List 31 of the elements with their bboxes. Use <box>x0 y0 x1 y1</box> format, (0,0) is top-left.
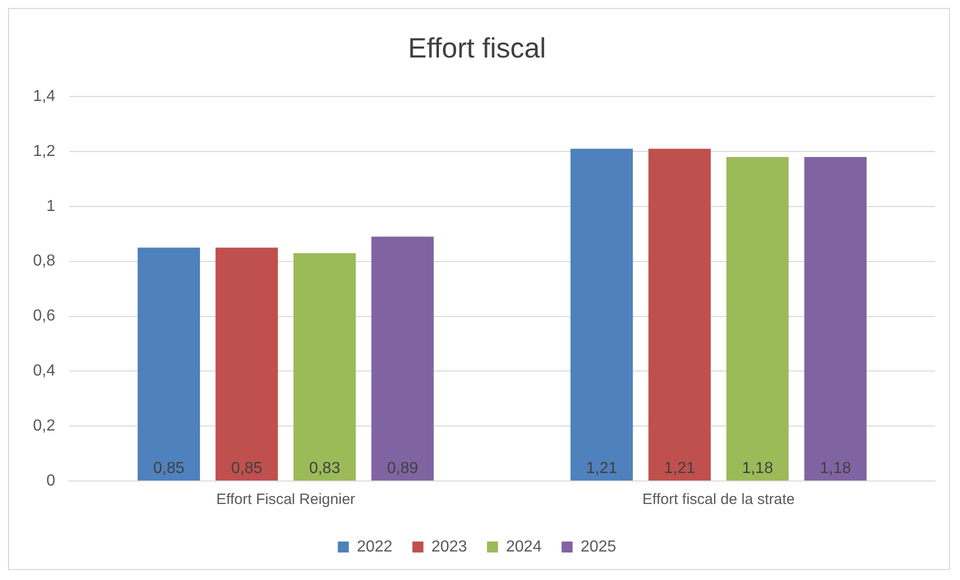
bar <box>138 248 200 480</box>
y-tick-label: 1 <box>46 198 56 215</box>
data-label: 1,18 <box>820 460 852 477</box>
y-tick-label: 1,2 <box>32 142 56 160</box>
chart-title: Effort fiscal <box>408 32 546 64</box>
data-label: 0,83 <box>309 460 340 477</box>
legend-label: 2024 <box>506 538 542 556</box>
y-tick-label: 1,4 <box>32 88 56 106</box>
x-tick-label: Effort Fiscal Reignier <box>216 491 356 508</box>
y-tick-label: 0,6 <box>32 308 56 325</box>
data-label: 0,85 <box>231 460 262 477</box>
data-label: 1,21 <box>664 460 696 477</box>
y-tick-label: 0,8 <box>32 252 56 270</box>
bar <box>648 148 711 480</box>
y-tick-label: 0,4 <box>32 362 56 380</box>
legend-label: 2022 <box>356 538 393 556</box>
y-tick-label: 0 <box>46 472 56 490</box>
data-label: 0,89 <box>386 460 418 477</box>
legend-label: 2023 <box>431 538 468 556</box>
data-label: 1,21 <box>586 460 618 477</box>
bar <box>726 157 789 480</box>
y-tick-label: 0,2 <box>32 417 56 434</box>
data-label: 0,85 <box>153 460 184 477</box>
bar <box>371 236 434 480</box>
legend-label: 2025 <box>580 538 616 556</box>
bar <box>216 248 278 480</box>
data-label: 1,18 <box>742 460 774 477</box>
bar <box>570 148 633 480</box>
bar <box>293 253 356 480</box>
x-tick-label: Effort fiscal de la strate <box>642 491 795 508</box>
bar <box>804 157 867 480</box>
